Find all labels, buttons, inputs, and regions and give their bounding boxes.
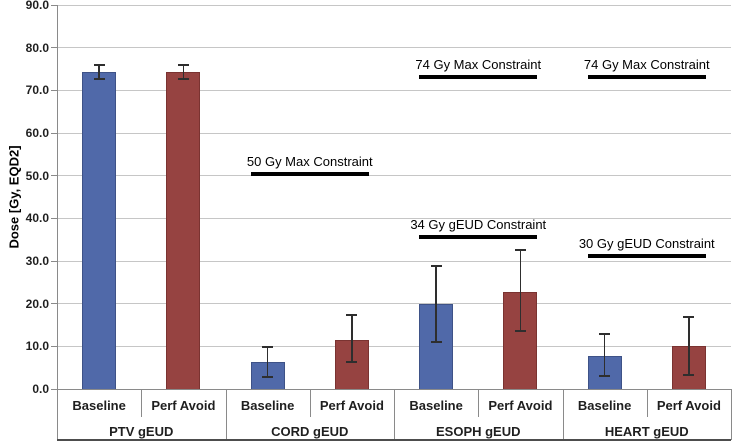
error-bar [603,333,606,377]
y-axis-tick [51,217,57,219]
y-tick-label: 80.0 [25,40,49,55]
y-tick-label: 20.0 [25,296,49,311]
error-bar-cap-top [514,249,526,252]
constraint-label: 50 Gy Max Constraint [246,153,373,169]
error-bar-cap-top [430,265,442,268]
error-bar-cap-top [683,315,695,318]
x-axis-group-label: ESOPH gEUD [435,424,521,439]
x-axis-series-label: Perf Avoid [151,398,216,413]
y-axis-tick [51,47,57,49]
x-axis-series-label: Baseline [240,398,295,413]
error-bar [351,314,353,362]
y-tick-label: 10.0 [25,339,49,354]
error-bar-cap-bottom [430,340,442,343]
gridline [57,260,731,262]
axis-frame-bottom [57,439,731,441]
x-axis-series-label: Baseline [577,398,632,413]
constraint-line [419,234,538,239]
y-axis-tick [51,89,57,91]
y-axis-tick [51,260,57,262]
y-axis-title: Dose [Gy, EQD2] [6,145,22,249]
x-axis-series-label: Perf Avoid [656,398,721,413]
x-axis-series-label: Baseline [72,398,126,413]
gridline [57,217,731,219]
error-bar-cap-top [93,63,105,66]
category-separator [225,389,227,440]
error-bar [182,64,185,80]
y-axis-tick [51,132,57,134]
constraint-label: 74 Gy Max Constraint [415,56,542,72]
y-tick-label: 70.0 [25,83,49,98]
category-separator [394,389,395,440]
gridline [57,4,731,6]
series-cell-separator [141,389,143,417]
y-tick-label: 40.0 [25,211,49,226]
y-axis-tick [51,175,57,177]
y-tick-label: 30.0 [25,254,49,268]
gridline [57,303,731,305]
x-axis-group-label: PTV gEUD [109,424,174,439]
series-cell-separator [309,389,311,417]
x-axis-group-label: CORD gEUD [271,424,349,439]
error-bar-cap-bottom [683,373,695,376]
error-bar-cap-bottom [93,78,105,81]
series-cell-separator [478,389,480,417]
error-bar-cap-bottom [346,360,358,363]
y-tick-label: 50.0 [25,168,49,183]
x-axis-series-label: Perf Avoid [488,398,553,413]
error-bar-cap-top [346,313,358,316]
x-axis-series-label: Perf Avoid [319,398,384,413]
error-bar [688,316,690,375]
series-cell-separator [646,389,648,417]
y-tick-label: 0.0 [32,382,49,396]
constraint-line [587,253,706,258]
gridline [57,175,731,177]
constraint-line [250,171,369,176]
x-axis-group-label: HEART gEUD [604,424,689,439]
gridline [57,132,731,134]
y-tick-label: 90.0 [25,0,49,12]
y-axis-tick [51,4,57,6]
error-bar-cap-top [177,63,189,66]
y-axis-tick [51,345,57,347]
y-axis-line [57,5,58,389]
error-bar [98,64,100,80]
bar-perf-avoid-ptv-geud [166,71,201,389]
gridline [57,89,731,91]
x-axis-series-label: Baseline [409,398,463,413]
constraint-label: 30 Gy gEUD Constraint [578,235,715,251]
error-bar-cap-bottom [262,375,274,378]
error-bar [266,347,269,377]
error-bar-cap-top [599,332,611,335]
error-bar [519,250,522,332]
category-separator [731,389,732,440]
y-axis-tick [51,303,57,305]
gridline [57,47,731,49]
bar-baseline-ptv-geud [82,71,117,389]
gridline [57,345,731,347]
category-separator [562,389,564,440]
error-bar-cap-bottom [514,330,526,333]
error-bar-cap-bottom [177,78,189,81]
constraint-label: 34 Gy gEUD Constraint [410,216,547,232]
y-axis-tick [51,388,57,390]
category-separator [57,389,58,440]
constraint-label: 74 Gy Max Constraint [583,56,710,72]
constraint-line [587,74,706,79]
error-bar-cap-bottom [599,375,611,378]
constraint-line [419,74,538,79]
y-tick-label: 60.0 [25,126,49,140]
error-bar [435,266,437,342]
error-bar-cap-top [262,346,274,349]
